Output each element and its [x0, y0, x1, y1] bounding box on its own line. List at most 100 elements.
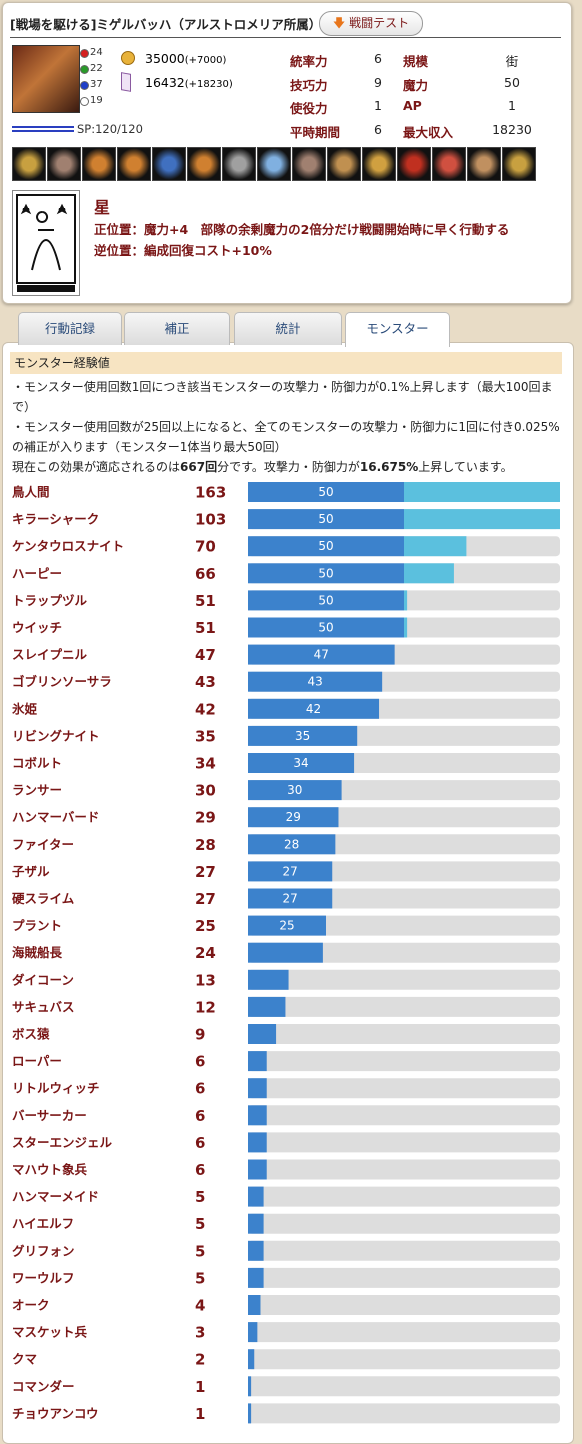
- bar-segment: [248, 753, 355, 773]
- bar-label: 35: [295, 729, 310, 743]
- stat-value: 街: [505, 54, 519, 69]
- title: [戦場を駆ける]ミゲルバッハ（アルストロメリア所属）: [10, 17, 322, 32]
- bar-segment: [248, 1213, 264, 1234]
- bar-segment: [248, 969, 289, 990]
- bar-segment: [248, 1403, 252, 1424]
- monster-name: スレイプニル: [12, 647, 88, 662]
- bar-segment: [248, 942, 323, 963]
- bar-segment: [248, 834, 336, 855]
- stat-label: 使役力: [290, 101, 328, 116]
- monster-name: サキュバス: [12, 999, 75, 1014]
- bar-segment: [248, 482, 404, 502]
- monster-name: リビングナイト: [12, 728, 100, 743]
- summary-text: 現在この効果が適応されるのは: [12, 460, 181, 474]
- bar-label: 42: [306, 702, 321, 716]
- tarot-name: 星: [94, 198, 111, 217]
- bar-track: [248, 1132, 560, 1153]
- bar-segment: [248, 1295, 261, 1315]
- tab[interactable]: モンスター: [345, 312, 450, 347]
- monster-count: 6: [195, 1107, 205, 1125]
- stat-value: 1: [374, 98, 382, 113]
- summary: 現在この効果が適応されるのは667回分です。攻撃力・防御力が16.675%上昇し…: [12, 457, 560, 477]
- stat-label: 最大収入: [403, 125, 454, 140]
- item-icon: [432, 147, 466, 181]
- item-icon: [117, 147, 151, 181]
- summary-text: 分です。攻撃力・防御力が: [217, 460, 360, 474]
- battle-test-button[interactable]: 🡇 戦闘テスト: [319, 11, 423, 36]
- bar-label: 25: [279, 919, 294, 933]
- stat-value: 6: [374, 122, 382, 137]
- stat-label: 技巧力: [290, 78, 328, 93]
- monster-count: 163: [195, 484, 226, 502]
- bar-label: 43: [307, 675, 322, 689]
- monster-count: 6: [195, 1134, 205, 1152]
- stat-label: 規模: [403, 54, 429, 69]
- bar-segment: [248, 536, 404, 557]
- bar-segment: [248, 617, 404, 638]
- monster-count: 12: [195, 998, 216, 1016]
- bar-segment: [248, 1024, 277, 1044]
- bar-track: [248, 1186, 560, 1207]
- item-icon: [397, 147, 431, 181]
- stat-value: 9: [374, 75, 382, 90]
- monster-count: 51: [195, 592, 216, 610]
- item-icon: [222, 147, 256, 181]
- monster-name: 氷姫: [11, 701, 38, 716]
- monster-count: 103: [195, 511, 226, 529]
- monster-count: 5: [195, 1242, 205, 1260]
- bar-segment: [248, 590, 404, 611]
- monster-count: 13: [195, 971, 216, 989]
- monster-count: 5: [195, 1215, 205, 1233]
- monster-name: グリフォン: [12, 1243, 75, 1258]
- gold: 35000(+7000): [145, 51, 226, 66]
- stat-value: 50: [504, 75, 520, 90]
- monster-count: 5: [195, 1188, 205, 1206]
- monster-name: スターエンジェル: [12, 1135, 113, 1150]
- tab[interactable]: 行動記録: [18, 312, 122, 345]
- monster-name: 鳥人間: [12, 485, 50, 500]
- monster-name: プラント: [12, 918, 62, 933]
- bar-segment: [404, 509, 560, 530]
- stat-value: 18230: [492, 122, 532, 137]
- monster-count: 1: [195, 1405, 205, 1423]
- monster-name: マスケット兵: [12, 1325, 88, 1340]
- monster-name: ハイエルフ: [12, 1216, 74, 1231]
- gold-icon: [121, 51, 135, 65]
- bar-label: 27: [282, 892, 297, 906]
- monster-name: ランサー: [12, 783, 62, 798]
- monster-name: リトルウィッチ: [12, 1081, 100, 1096]
- bar-track: [248, 1240, 560, 1261]
- bar-segment: [248, 1349, 255, 1370]
- attr-dot: [80, 81, 89, 90]
- monster-name: ボス猿: [12, 1027, 50, 1042]
- bar-segment: [404, 563, 454, 584]
- monster-name: ハーピー: [12, 566, 62, 581]
- monster-name: ハンマーバード: [12, 810, 99, 825]
- bar-label: 27: [282, 864, 297, 878]
- bar-segment: [248, 563, 404, 584]
- stat-value: 6: [374, 51, 382, 66]
- monster-name: クマ: [12, 1352, 37, 1367]
- stat-label: 統率力: [290, 54, 328, 69]
- note: ・モンスター使用回数1回につき該当モンスターの攻撃力・防御力が0.1%上昇します…: [12, 380, 553, 414]
- bar-segment: [248, 671, 383, 692]
- monster-name: ローパー: [12, 1054, 62, 1069]
- monster-name: 海賊船長: [12, 945, 63, 960]
- bar-segment: [404, 536, 467, 557]
- bar-segment: [248, 1186, 264, 1207]
- monster-name: ワーウルフ: [12, 1270, 75, 1285]
- bar-segment: [248, 1132, 267, 1153]
- item-icon: [467, 147, 501, 181]
- tarot-upright: 正位置：魔力+4 部隊の余剰魔力の2倍分だけ戦闘開始時に早く行動する: [94, 222, 510, 237]
- bar-track: [248, 1051, 560, 1072]
- attr-value: 24: [90, 47, 103, 58]
- bar-segment: [248, 1159, 267, 1180]
- item-icon: [47, 147, 81, 181]
- monster-name: ハンマーメイド: [12, 1189, 99, 1204]
- tab[interactable]: 補正: [124, 312, 230, 345]
- tarot-reversed: 逆位置：編成回復コスト+10%: [94, 243, 272, 258]
- bar-segment: [248, 807, 339, 828]
- tab[interactable]: 統計: [234, 312, 342, 345]
